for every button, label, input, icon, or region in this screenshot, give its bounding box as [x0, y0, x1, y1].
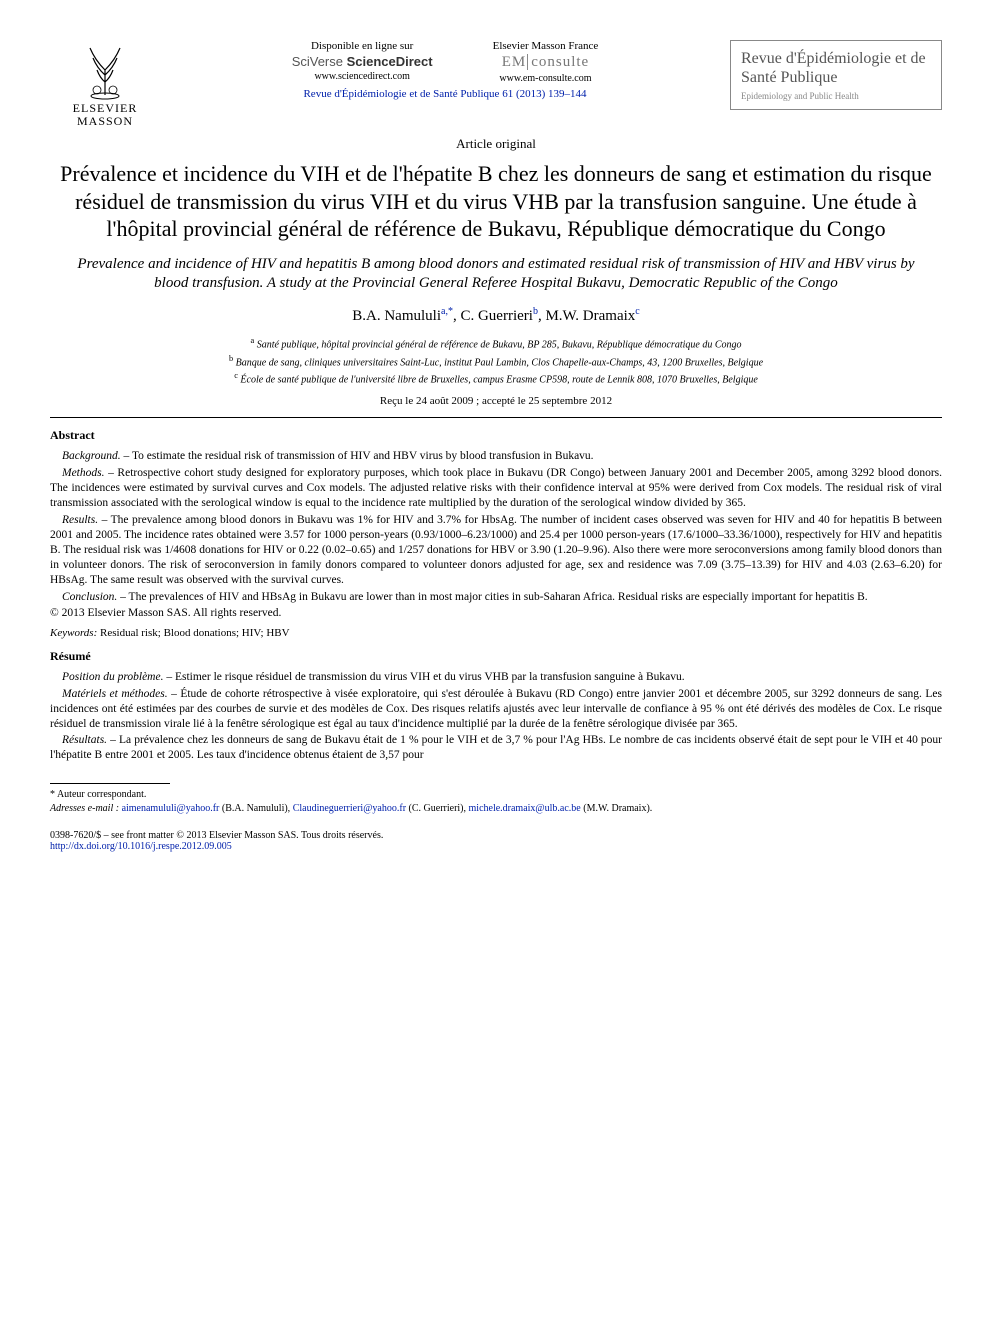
footer: 0398-7620/$ – see front matter © 2013 El…: [50, 830, 942, 852]
keywords-en: Keywords: Residual risk; Blood donations…: [50, 627, 942, 639]
journal-box: Revue d'Épidémiologie et de Santé Publiq…: [730, 40, 942, 110]
abs-results: Results. – The prevalence among blood do…: [50, 513, 942, 588]
affiliation-b: b Banque de sang, cliniques universitair…: [50, 353, 942, 370]
emconsulte-block: Elsevier Masson France EMconsulte www.em…: [493, 40, 599, 84]
author-1: B.A. Namululia,*: [352, 308, 453, 324]
abs-methods: Methods. – Retrospective cohort study de…: [50, 466, 942, 511]
author-2: C. Guerrierib: [460, 308, 537, 324]
publisher-name: ELSEVIER MASSON: [73, 102, 138, 128]
sciencedirect-block: Disponible en ligne sur SciVerse Science…: [292, 40, 433, 84]
doi-link[interactable]: http://dx.doi.org/10.1016/j.respe.2012.0…: [50, 841, 942, 852]
author-3: M.W. Dramaixc: [545, 308, 639, 324]
avail-right-label: Elsevier Masson France: [493, 40, 599, 52]
copyright-en: © 2013 Elsevier Masson SAS. All rights r…: [50, 607, 942, 619]
affiliations: a Santé publique, hôpital provincial gén…: [50, 335, 942, 387]
affiliation-c: c École de santé publique de l'universit…: [50, 370, 942, 387]
sciencedirect-url[interactable]: www.sciencedirect.com: [292, 71, 433, 82]
article-title-fr: Prévalence et incidence du VIH et de l'h…: [60, 160, 932, 243]
elsevier-tree-icon: [75, 40, 135, 100]
footer-copyright: 0398-7620/$ – see front matter © 2013 El…: [50, 830, 942, 841]
emconsulte-url[interactable]: www.em-consulte.com: [493, 73, 599, 84]
email-3[interactable]: michele.dramaix@ulb.ac.be: [469, 803, 581, 814]
footnote-rule: [50, 783, 170, 784]
sciverse-brand: SciVerse ScienceDirect: [292, 54, 433, 69]
abstract-heading: Abstract: [50, 428, 942, 443]
corresponding-author: * Auteur correspondant.: [50, 788, 942, 802]
article-dates: Reçu le 24 août 2009 ; accepté le 25 sep…: [50, 395, 942, 407]
journal-subtitle: Epidemiology and Public Health: [741, 91, 931, 101]
avail-left-label: Disponible en ligne sur: [292, 40, 433, 52]
availability-block: Disponible en ligne sur SciVerse Science…: [160, 40, 730, 110]
paper-header: ELSEVIER MASSON Disponible en ligne sur …: [50, 40, 942, 128]
email-line: Adresses e-mail : aimenamululi@yahoo.fr …: [50, 802, 942, 816]
res-position: Position du problème. – Estimer le risqu…: [50, 670, 942, 685]
email-1[interactable]: aimenamululi@yahoo.fr: [122, 803, 220, 814]
rule-top: [50, 417, 942, 418]
abs-background: Background. – To estimate the residual r…: [50, 449, 942, 464]
authors-line: B.A. Namululia,*, C. Guerrierib, M.W. Dr…: [50, 306, 942, 325]
email-2[interactable]: Claudineguerrieri@yahoo.fr: [293, 803, 406, 814]
publisher-logo: ELSEVIER MASSON: [50, 40, 160, 128]
emconsulte-brand: EMconsulte: [493, 54, 599, 71]
res-methods: Matériels et méthodes. – Étude de cohort…: [50, 687, 942, 732]
resume-heading: Résumé: [50, 649, 942, 664]
article-type: Article original: [50, 136, 942, 152]
affiliation-a: a Santé publique, hôpital provincial gén…: [50, 335, 942, 352]
abs-conclusion: Conclusion. – The prevalences of HIV and…: [50, 590, 942, 605]
journal-title: Revue d'Épidémiologie et de Santé Publiq…: [741, 49, 931, 87]
res-results: Résultats. – La prévalence chez les donn…: [50, 733, 942, 763]
article-title-en: Prevalence and incidence of HIV and hepa…: [70, 255, 922, 293]
citation-line[interactable]: Revue d'Épidémiologie et de Santé Publiq…: [160, 88, 730, 100]
